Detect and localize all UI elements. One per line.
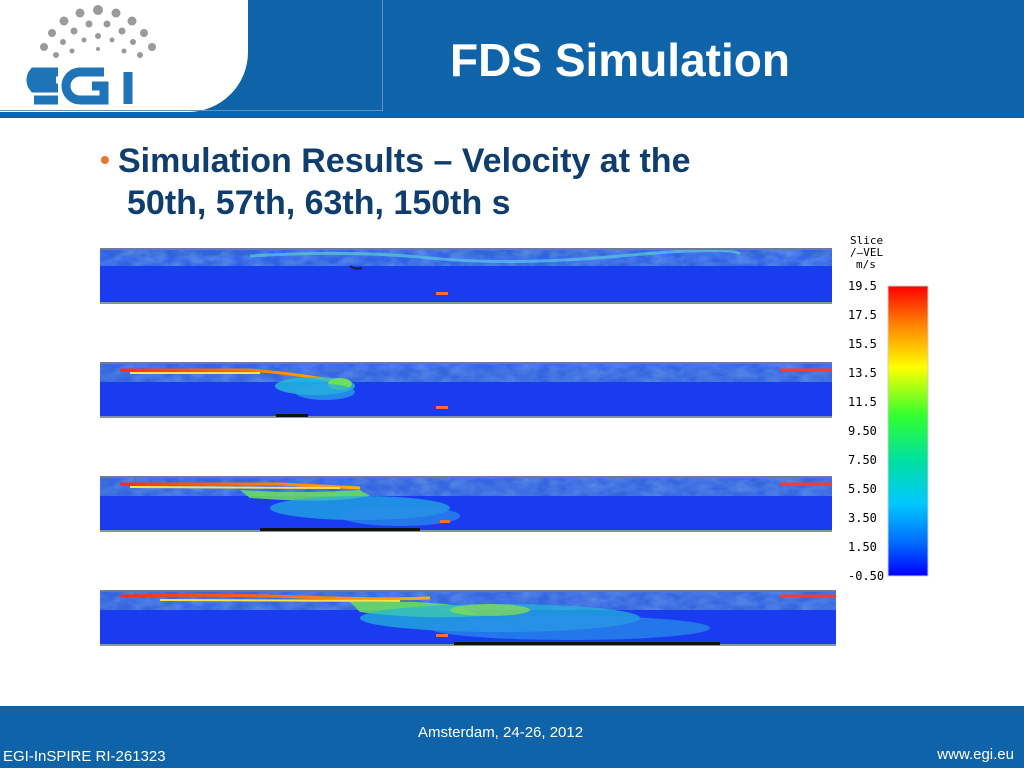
colorbar-tick-label: 9.50 — [848, 424, 877, 438]
bullet-line: 50th, 57th, 63th, 150th s — [127, 184, 511, 222]
velocity-slices-figure — [100, 248, 836, 646]
header-divider — [0, 110, 383, 111]
footer-project-id: EGI-InSPIRE RI-261323 — [3, 748, 166, 765]
colorbar-tick-label: 11.5 — [848, 395, 877, 409]
footer-event: Amsterdam, 24-26, 2012 — [418, 724, 584, 741]
header-divider — [382, 0, 383, 110]
colorbar-tick-label: 17.5 — [848, 308, 877, 322]
velocity-slice-50s — [100, 248, 832, 304]
bullet-icon: • — [100, 144, 110, 175]
colorbar-tick-label: 13.5 — [848, 366, 877, 380]
slide-title: FDS Simulation — [450, 34, 790, 86]
slide-header: FDS Simulation — [0, 0, 1024, 118]
colorbar-tick-label: 15.5 — [848, 337, 877, 351]
colorbar-unit: m/s — [856, 258, 876, 271]
velocity-slice-57s — [100, 362, 832, 418]
colorbar-tick-label: 19.5 — [848, 279, 877, 293]
colorbar-title: /–VEL — [850, 246, 883, 259]
egi-logo-panel — [0, 0, 248, 112]
velocity-slice-150s — [100, 590, 836, 646]
colorbar-tick-label: 7.50 — [848, 453, 877, 467]
egi-logo-icon — [26, 5, 156, 105]
velocity-slice-63s — [100, 476, 832, 532]
colorbar-tick-label: -0.50 — [848, 569, 884, 583]
slide-footer: Amsterdam, 24-26, 2012 EGI-InSPIRE RI-26… — [0, 706, 1024, 768]
colorbar-legend: Slice /–VEL m/s 19.5 17.5 15.5 13.5 11.5 9.50… — [848, 234, 929, 583]
colorbar-tick-label: 5.50 — [848, 482, 877, 496]
bullet-line: Simulation Results – Velocity at the — [118, 142, 691, 180]
colorbar-title: Slice — [850, 234, 883, 247]
bullet-item: Simulation Results – Velocity at the 50t… — [118, 140, 838, 224]
colorbar-tick-label: 3.50 — [848, 511, 877, 525]
footer-website: www.egi.eu — [937, 746, 1014, 763]
colorbar-tick-label: 1.50 — [848, 540, 877, 554]
colorbar-gradient — [887, 285, 929, 577]
